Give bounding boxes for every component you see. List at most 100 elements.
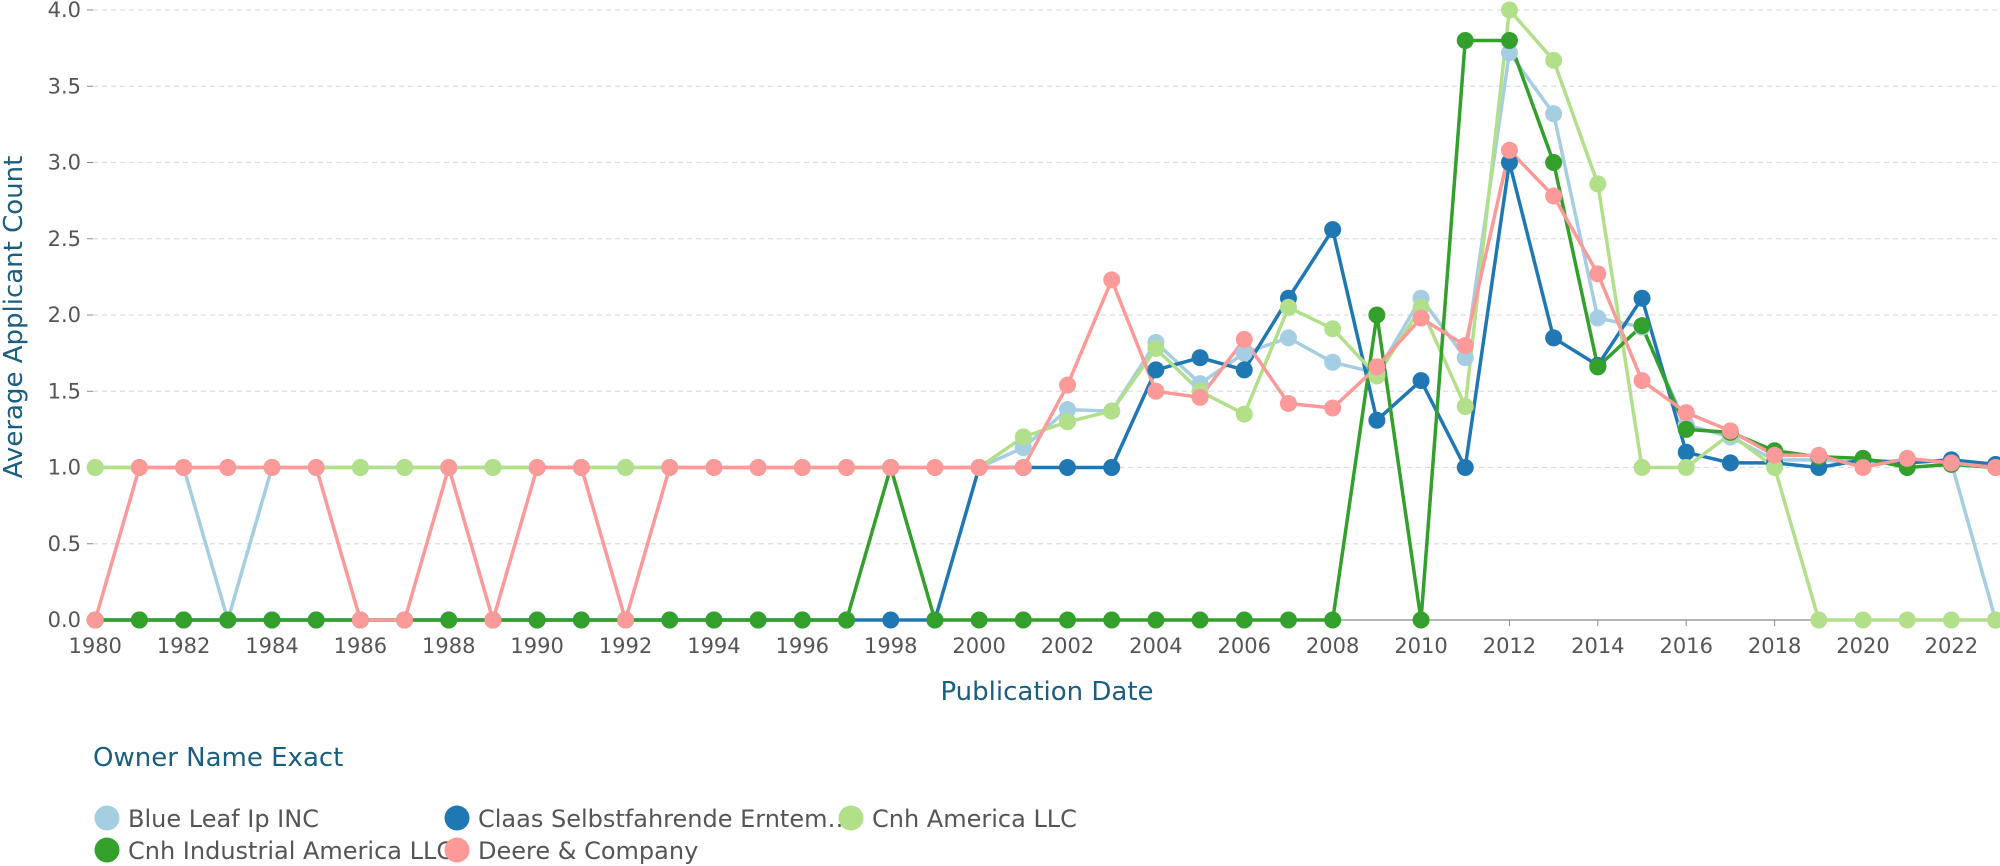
data-point-series-4[interactable] xyxy=(131,459,148,476)
data-point-series-3[interactable] xyxy=(1501,32,1518,49)
data-point-series-2[interactable] xyxy=(1678,459,1695,476)
legend-item[interactable]: Claas Selbstfahrende Erntem… xyxy=(445,805,852,833)
data-point-series-4[interactable] xyxy=(1589,265,1606,282)
data-point-series-3[interactable] xyxy=(1634,317,1651,334)
data-point-series-4[interactable] xyxy=(1192,389,1209,406)
data-point-series-2[interactable] xyxy=(1457,398,1474,415)
data-point-series-1[interactable] xyxy=(1678,444,1695,461)
data-point-series-1[interactable] xyxy=(882,612,899,629)
data-point-series-2[interactable] xyxy=(1589,175,1606,192)
data-point-series-4[interactable] xyxy=(352,612,369,629)
data-point-series-2[interactable] xyxy=(396,459,413,476)
data-point-series-2[interactable] xyxy=(1280,299,1297,316)
data-point-series-4[interactable] xyxy=(1766,447,1783,464)
data-point-series-2[interactable] xyxy=(1634,459,1651,476)
data-point-series-3[interactable] xyxy=(1192,612,1209,629)
data-point-series-4[interactable] xyxy=(1324,400,1341,417)
data-point-series-4[interactable] xyxy=(1501,142,1518,159)
data-point-series-4[interactable] xyxy=(1943,454,1960,471)
data-point-series-2[interactable] xyxy=(87,459,104,476)
data-point-series-4[interactable] xyxy=(705,459,722,476)
data-point-series-3[interactable] xyxy=(1147,612,1164,629)
data-point-series-2[interactable] xyxy=(352,459,369,476)
data-point-series-4[interactable] xyxy=(1854,459,1871,476)
data-point-series-3[interactable] xyxy=(529,612,546,629)
data-point-series-3[interactable] xyxy=(573,612,590,629)
data-point-series-4[interactable] xyxy=(219,459,236,476)
data-point-series-2[interactable] xyxy=(1059,413,1076,430)
data-point-series-2[interactable] xyxy=(1324,320,1341,337)
data-point-series-4[interactable] xyxy=(1103,271,1120,288)
data-point-series-4[interactable] xyxy=(440,459,457,476)
data-point-series-2[interactable] xyxy=(1015,429,1032,446)
data-point-series-4[interactable] xyxy=(1545,188,1562,205)
data-point-series-4[interactable] xyxy=(926,459,943,476)
data-point-series-3[interactable] xyxy=(750,612,767,629)
data-point-series-4[interactable] xyxy=(1280,395,1297,412)
data-point-series-4[interactable] xyxy=(263,459,280,476)
data-point-series-4[interactable] xyxy=(661,459,678,476)
data-point-series-3[interactable] xyxy=(219,612,236,629)
data-point-series-2[interactable] xyxy=(1545,52,1562,69)
data-point-series-2[interactable] xyxy=(1987,612,2000,629)
data-point-series-0[interactable] xyxy=(1324,354,1341,371)
data-point-series-4[interactable] xyxy=(308,459,325,476)
data-point-series-3[interactable] xyxy=(661,612,678,629)
legend-item[interactable]: Blue Leaf Ip INC xyxy=(95,805,319,833)
data-point-series-4[interactable] xyxy=(1722,422,1739,439)
data-point-series-3[interactable] xyxy=(971,612,988,629)
data-point-series-4[interactable] xyxy=(617,612,634,629)
data-point-series-3[interactable] xyxy=(1589,358,1606,375)
data-point-series-1[interactable] xyxy=(1634,290,1651,307)
data-point-series-4[interactable] xyxy=(1015,459,1032,476)
data-point-series-4[interactable] xyxy=(484,612,501,629)
data-point-series-4[interactable] xyxy=(1368,358,1385,375)
data-point-series-3[interactable] xyxy=(1457,32,1474,49)
data-point-series-1[interactable] xyxy=(1147,361,1164,378)
data-point-series-3[interactable] xyxy=(1059,612,1076,629)
data-point-series-3[interactable] xyxy=(1368,307,1385,324)
data-point-series-3[interactable] xyxy=(308,612,325,629)
data-point-series-4[interactable] xyxy=(1457,337,1474,354)
data-point-series-4[interactable] xyxy=(1810,447,1827,464)
data-point-series-4[interactable] xyxy=(1147,383,1164,400)
data-point-series-4[interactable] xyxy=(529,459,546,476)
data-point-series-4[interactable] xyxy=(1678,404,1695,421)
data-point-series-1[interactable] xyxy=(1368,412,1385,429)
data-point-series-3[interactable] xyxy=(1678,421,1695,438)
data-point-series-4[interactable] xyxy=(1899,450,1916,467)
data-point-series-2[interactable] xyxy=(617,459,634,476)
data-point-series-3[interactable] xyxy=(1545,154,1562,171)
data-point-series-4[interactable] xyxy=(1236,331,1253,348)
data-point-series-4[interactable] xyxy=(175,459,192,476)
data-point-series-4[interactable] xyxy=(838,459,855,476)
legend-item[interactable]: Cnh America LLC xyxy=(839,805,1077,833)
data-point-series-0[interactable] xyxy=(1545,105,1562,122)
data-point-series-3[interactable] xyxy=(794,612,811,629)
data-point-series-3[interactable] xyxy=(175,612,192,629)
data-point-series-2[interactable] xyxy=(1103,403,1120,420)
data-point-series-4[interactable] xyxy=(1634,372,1651,389)
data-point-series-4[interactable] xyxy=(1413,310,1430,327)
data-point-series-4[interactable] xyxy=(971,459,988,476)
data-point-series-2[interactable] xyxy=(484,459,501,476)
data-point-series-3[interactable] xyxy=(263,612,280,629)
data-point-series-3[interactable] xyxy=(838,612,855,629)
data-point-series-2[interactable] xyxy=(1236,406,1253,423)
data-point-series-3[interactable] xyxy=(1280,612,1297,629)
data-point-series-0[interactable] xyxy=(1589,310,1606,327)
data-point-series-4[interactable] xyxy=(573,459,590,476)
data-point-series-3[interactable] xyxy=(1015,612,1032,629)
data-point-series-4[interactable] xyxy=(794,459,811,476)
data-point-series-2[interactable] xyxy=(1810,612,1827,629)
data-point-series-2[interactable] xyxy=(1147,340,1164,357)
data-point-series-4[interactable] xyxy=(87,612,104,629)
data-point-series-4[interactable] xyxy=(882,459,899,476)
data-point-series-1[interactable] xyxy=(1324,221,1341,238)
data-point-series-2[interactable] xyxy=(1501,2,1518,19)
data-point-series-4[interactable] xyxy=(1059,377,1076,394)
data-point-series-3[interactable] xyxy=(1413,612,1430,629)
data-point-series-1[interactable] xyxy=(1192,349,1209,366)
data-point-series-3[interactable] xyxy=(705,612,722,629)
data-point-series-4[interactable] xyxy=(750,459,767,476)
